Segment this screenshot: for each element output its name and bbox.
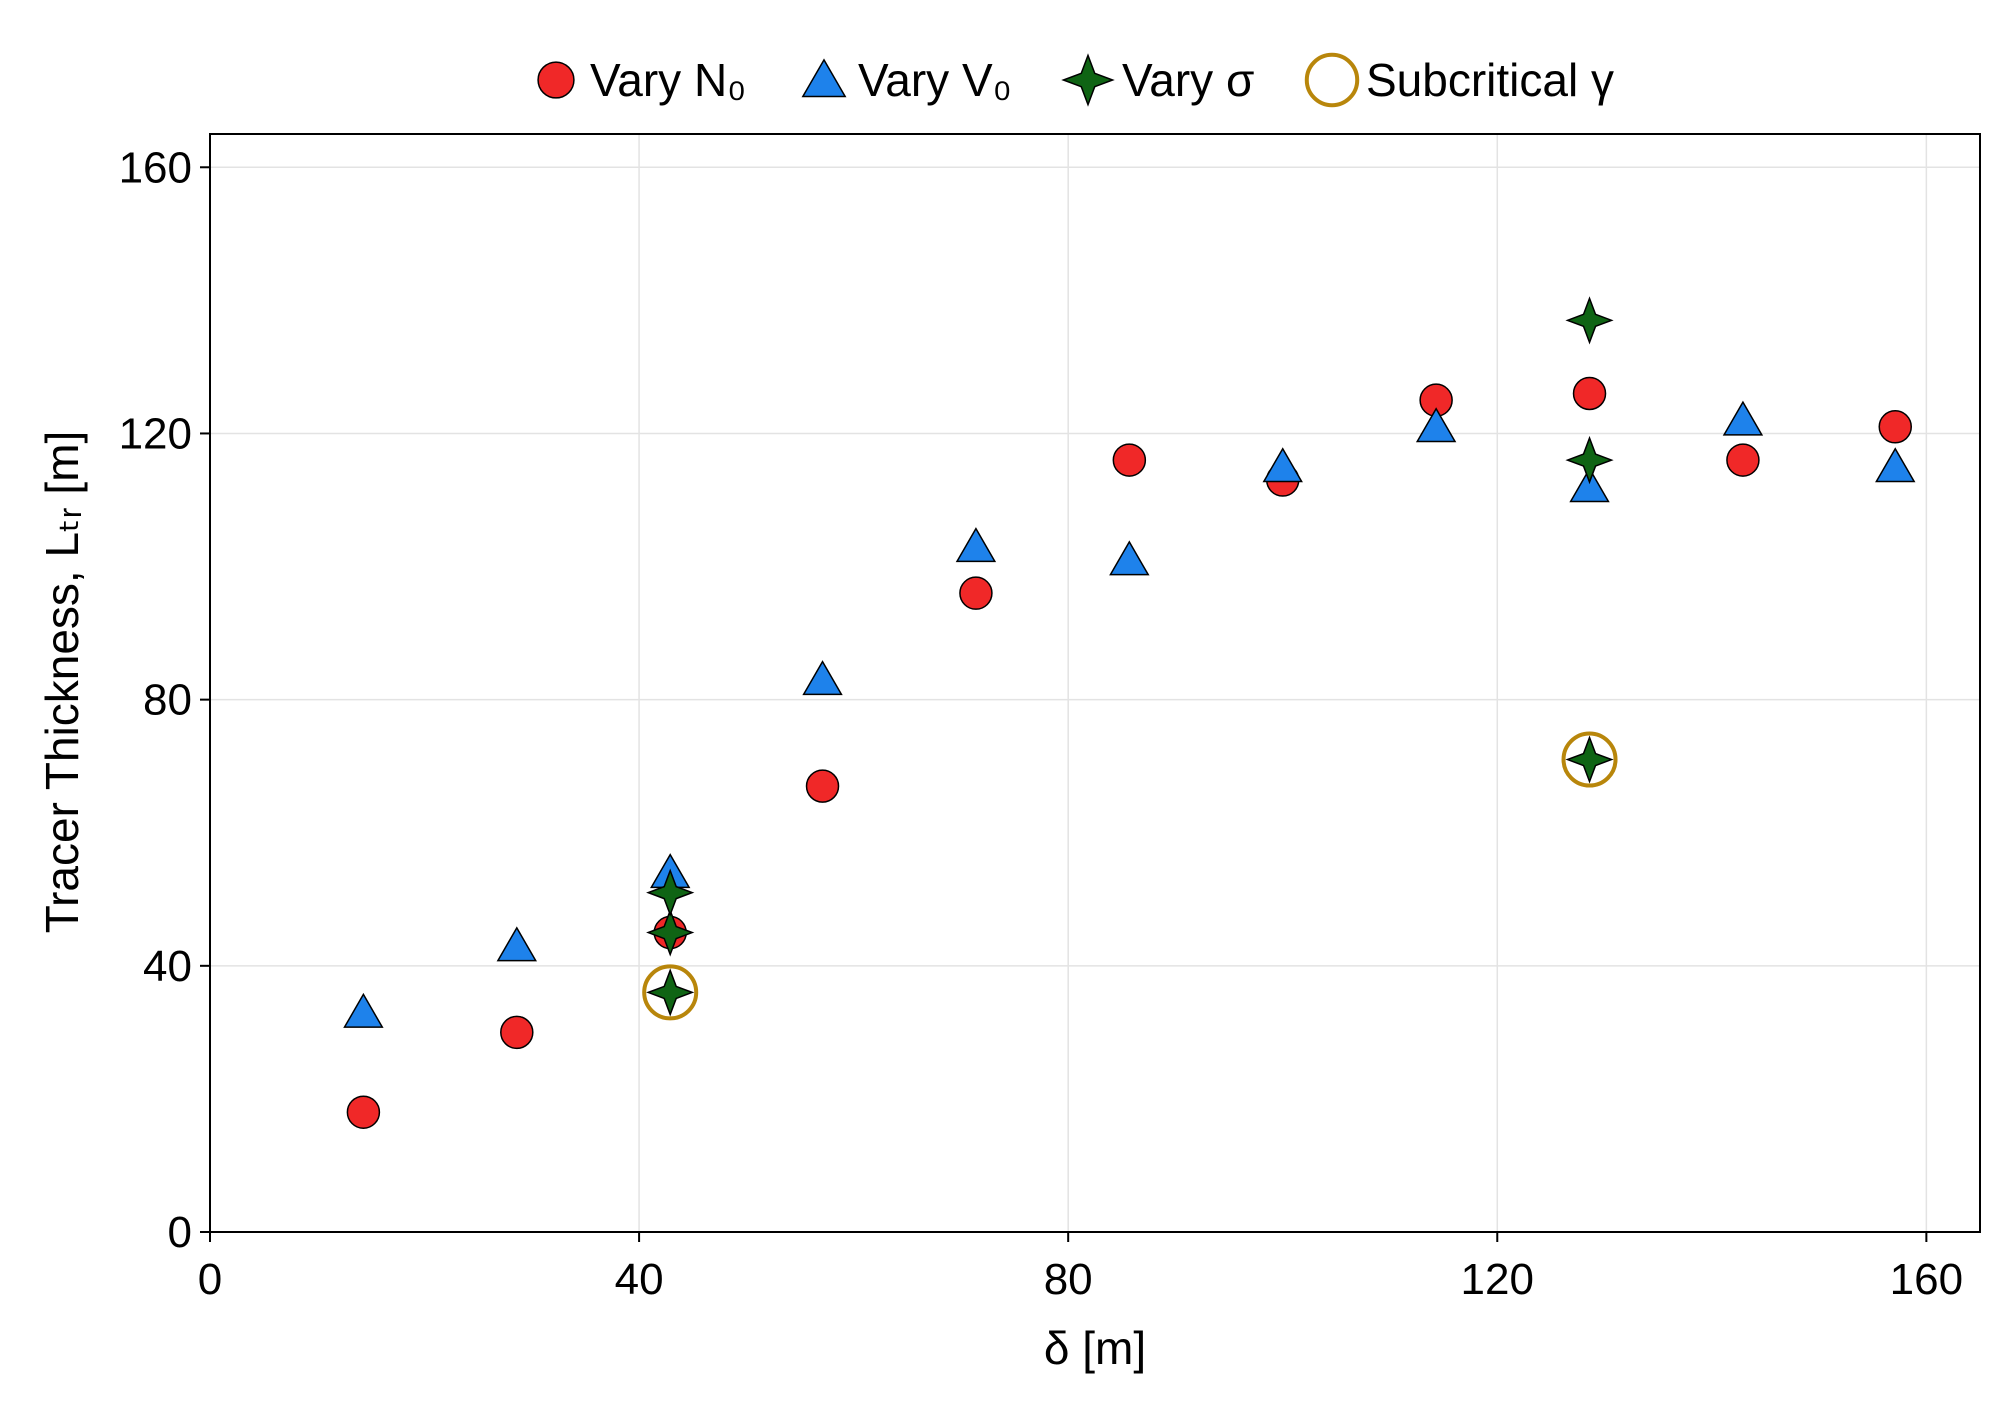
x-tick-label: 160 [1890,1255,1963,1304]
x-tick-label: 80 [1044,1255,1093,1304]
data-point-s1-p7 [1415,407,1457,443]
y-tick-label: 0 [168,1208,192,1257]
y-axis-label: Tracer Thickness, Lₜᵣ [m] [36,431,88,934]
y-tick-label: 160 [119,143,192,192]
data-point-s1-p9 [1722,400,1764,436]
x-tick-label: 120 [1461,1255,1534,1304]
legend: Vary N₀ Vary V₀ Vary σ Subcritical γ [537,52,1614,108]
data-point-s1-p10 [1875,447,1916,483]
legend-marker-3 [1304,52,1360,108]
data-point-s1-p0 [343,992,384,1028]
grid [209,134,1980,1233]
x-tick-label: 40 [615,1255,664,1304]
data-point-s2-p5 [1565,296,1614,345]
legend-marker-0 [537,61,575,99]
data-point-s0-p4 [959,576,993,610]
data-point-s0-p5 [1112,443,1147,477]
data-point-s1-p4 [955,527,997,563]
data-point-s3-p0 [642,964,699,1021]
y-tick-label: 40 [143,942,192,991]
data-point-s1-p3 [802,660,843,696]
data-point-s0-p0 [346,1095,381,1129]
legend-label-1: Vary V₀ [858,54,1012,106]
data-point-s0-p9 [1726,443,1760,477]
x-axis-label: δ [m] [1044,1322,1146,1374]
data-point-s2-p1 [646,908,695,957]
data-point-s2-p0 [646,968,695,1017]
data-point-s0-p8 [1572,376,1607,411]
data-point-s2-p3 [1565,735,1614,784]
data-point-s3-p1 [1561,731,1618,788]
legend-marker-1 [801,58,847,98]
axis-ticks: 0 40 80 120 160 0 40 80 120 160 [119,143,1963,1304]
data-point-s0-p10 [1878,410,1913,444]
legend-label-2: Vary σ [1122,54,1254,106]
data-marks [343,296,1916,1129]
data-point-s0-p3 [805,769,840,803]
y-tick-label: 120 [119,409,192,458]
legend-label-0: Vary N₀ [590,54,746,106]
data-point-s2-p2 [646,868,695,917]
legend-marker-2 [1061,53,1115,107]
data-point-s1-p6 [1262,447,1303,483]
plot-frame [209,133,1981,1233]
data-point-s2-p4 [1565,435,1614,485]
legend-label-3: Subcritical γ [1366,54,1614,106]
data-point-s1-p1 [496,926,537,962]
data-point-s1-p5 [1109,540,1150,576]
data-point-s1-p8 [1569,467,1610,503]
y-tick-label: 80 [143,676,192,725]
data-point-s0-p1 [500,1015,534,1050]
x-tick-label: 0 [198,1255,222,1304]
